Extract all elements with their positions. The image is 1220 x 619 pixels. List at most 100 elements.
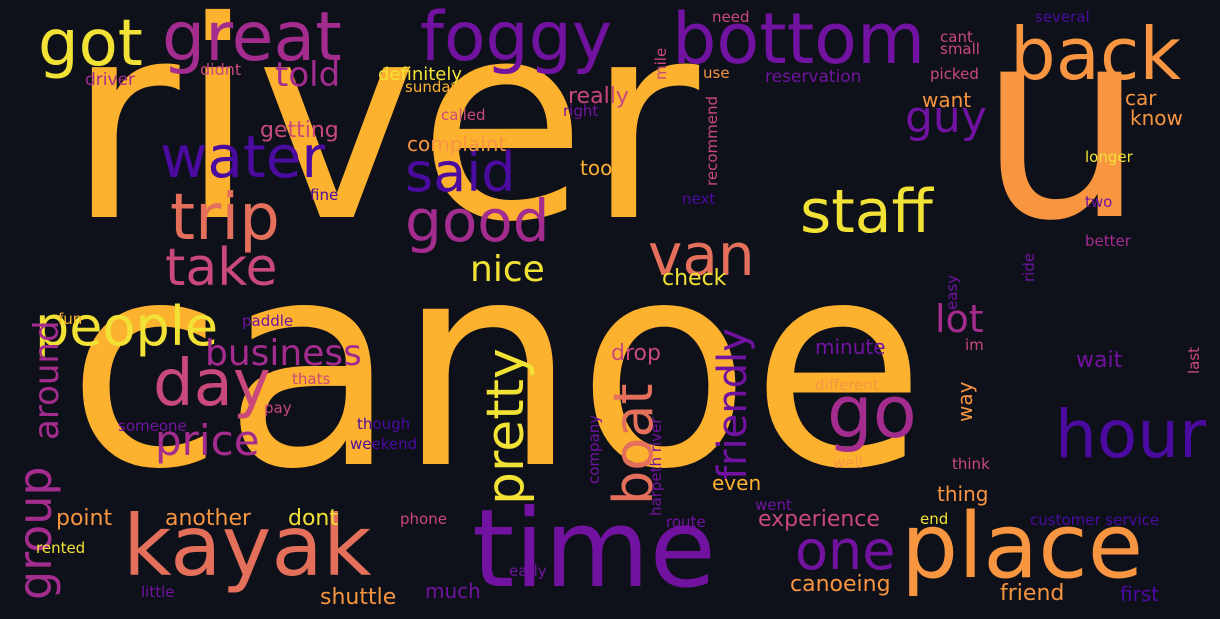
word-small: small [940, 40, 980, 58]
word-different: different [815, 376, 879, 394]
word-drop: drop [611, 341, 661, 366]
word-great: great [162, 0, 342, 77]
word-canoeing: canoeing [790, 572, 891, 597]
word-friendly: friendly [710, 328, 756, 480]
word-go: go [827, 370, 917, 454]
word-end: end [920, 510, 949, 528]
word-people: people [35, 295, 219, 358]
word-though: though [357, 415, 411, 433]
word-definitely: definitely [378, 64, 463, 85]
word-hour: hour [1055, 396, 1207, 473]
word-around: around [27, 320, 67, 440]
word-harpeth-river: harpeth river [647, 417, 665, 516]
word-way: way [953, 381, 977, 422]
word-staff: staff [800, 177, 933, 247]
word-customer-service: customer service [1030, 511, 1160, 529]
word-back: back [1010, 12, 1182, 96]
word-easy: easy [943, 274, 961, 310]
word-longer: longer [1085, 148, 1133, 166]
word-mile: mile [652, 47, 670, 80]
word-thing: thing [937, 482, 989, 506]
word-u: u [978, 0, 1146, 279]
word-day: day [153, 347, 271, 421]
word-car: car [1125, 86, 1157, 110]
word-early: early [509, 562, 547, 580]
word-shuttle: shuttle [320, 585, 397, 610]
word-water: water [160, 123, 326, 191]
word-foggy: foggy [420, 0, 613, 77]
word-dont: dont [288, 506, 338, 531]
word-first: first [1120, 582, 1160, 606]
word-lot: lot [935, 297, 984, 341]
word-think: think [952, 455, 990, 473]
word-friend: friend [1000, 581, 1065, 606]
word-last: last [1185, 346, 1203, 374]
word-said: said [405, 141, 516, 204]
word-wait: wait [1076, 348, 1123, 373]
word-pretty: pretty [476, 348, 536, 505]
word-trip: trip [170, 181, 280, 255]
word-reservation: reservation [765, 67, 862, 87]
word-went: went [755, 496, 792, 514]
word-another: another [165, 506, 252, 531]
word-time: time [472, 487, 717, 612]
word-route: route [666, 513, 706, 531]
word-called: called [441, 106, 486, 124]
word-river: river [67, 0, 700, 282]
word-one: one [795, 519, 896, 582]
word-nice: nice [470, 249, 545, 290]
word-driver: driver [85, 70, 136, 90]
word-minute: minute [815, 335, 886, 359]
word-paddle: paddle [242, 312, 294, 330]
word-point: point [56, 506, 113, 531]
word-canoe: canoe [67, 200, 926, 531]
word-rented: rented [36, 539, 86, 557]
word-really: really [568, 84, 629, 109]
word-much: much [425, 579, 481, 603]
word-told: told [275, 55, 341, 95]
word-bottom: bottom [672, 0, 926, 80]
word-ride: ride [1020, 252, 1038, 282]
word-experience: experience [758, 507, 880, 532]
word-take: take [165, 238, 278, 298]
word-sunday: sunday [405, 78, 460, 96]
word-cant: cant [940, 28, 973, 46]
word-well: well [833, 454, 863, 472]
word-got: got [38, 7, 143, 81]
word-getting: getting [260, 118, 339, 143]
word-better: better [1085, 232, 1131, 250]
word-want: want [922, 88, 972, 112]
word-know: know [1130, 106, 1183, 130]
word-im: im [965, 336, 984, 354]
word-two: two [1085, 193, 1113, 211]
word-picked: picked [930, 65, 979, 83]
word-thats: thats [292, 370, 331, 388]
word-group: group [8, 466, 62, 600]
word-several: several [1035, 8, 1090, 26]
word-recommend: recommend [703, 96, 721, 186]
word-guy: guy [905, 92, 987, 143]
word-company: company [585, 414, 603, 484]
word-check: check [662, 266, 727, 291]
word-phone: phone [400, 510, 447, 528]
word-van: van [648, 221, 755, 289]
word-weekend: weekend [350, 435, 418, 453]
word-complaint: complaint [407, 132, 507, 156]
word-fine: fine [310, 186, 339, 204]
word-good: good [405, 187, 550, 255]
word-took: took [580, 156, 624, 180]
word-business: business [205, 333, 362, 374]
word-next: next [682, 190, 716, 208]
word-even: even [712, 471, 762, 495]
word-price: price [155, 416, 260, 465]
word-place: place [901, 494, 1144, 599]
word-right: right [563, 102, 599, 120]
word-need: need [712, 8, 750, 26]
word-kayak: kayak [123, 497, 372, 595]
word-pay: pay [264, 399, 292, 417]
word-use: use [703, 64, 730, 82]
word-fun: fun [58, 310, 83, 328]
word-someone: someone [118, 417, 187, 435]
word-didnt: didnt [200, 60, 242, 79]
